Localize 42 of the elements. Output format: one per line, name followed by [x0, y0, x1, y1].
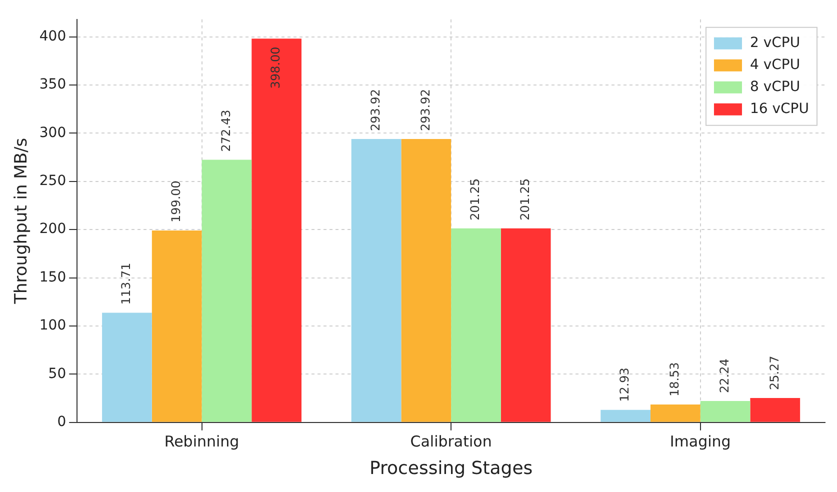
y-tick-label: 200: [39, 221, 66, 238]
text: 25.27: [767, 356, 782, 390]
y-tick-label: 400: [39, 28, 66, 44]
legend-label: 4 vCPU: [750, 57, 800, 74]
bar: [252, 38, 302, 422]
y-tick-label: 0: [57, 414, 66, 430]
x-tick-label: Calibration: [410, 432, 492, 450]
text: 113.71: [119, 262, 134, 305]
text: 293.92: [368, 89, 382, 132]
text: 201.25: [468, 178, 482, 220]
y-tick-label: 250: [39, 173, 66, 190]
y-tick-label: 300: [39, 124, 66, 141]
x-tick-label: Imaging: [670, 432, 731, 450]
bar: [152, 230, 202, 422]
bar: [600, 410, 650, 422]
x-axis-title: Processing Stages: [369, 458, 533, 479]
x-tick-label: Rebinning: [164, 432, 240, 450]
bar: [102, 312, 152, 422]
bar: [700, 400, 750, 422]
bar: [451, 228, 501, 422]
legend-label: 2 vCPU: [750, 35, 800, 52]
text: 293.92: [418, 89, 432, 132]
text: 22.24: [717, 358, 732, 393]
bar: [202, 160, 252, 422]
legend-label: 16 vCPU: [750, 101, 809, 118]
y-axis-title: Throughput in MB/s: [12, 138, 32, 305]
text: 12.93: [618, 368, 632, 402]
y-tick-label: 150: [39, 269, 66, 286]
y-tick-label: 100: [39, 318, 66, 334]
y-tick-label: 50: [48, 366, 66, 382]
bar: [500, 228, 551, 422]
text: 18.53: [668, 362, 682, 397]
legend-label: 8 vCPU: [750, 79, 800, 96]
text: 199.00: [168, 180, 183, 223]
bar: [750, 398, 800, 422]
text: 272.43: [218, 110, 233, 152]
text: 398.00: [268, 46, 283, 89]
y-tick-label: 350: [39, 76, 66, 93]
bar: [401, 139, 452, 422]
bar: [650, 404, 700, 422]
bar: [351, 139, 402, 422]
text: 201.25: [518, 178, 532, 220]
